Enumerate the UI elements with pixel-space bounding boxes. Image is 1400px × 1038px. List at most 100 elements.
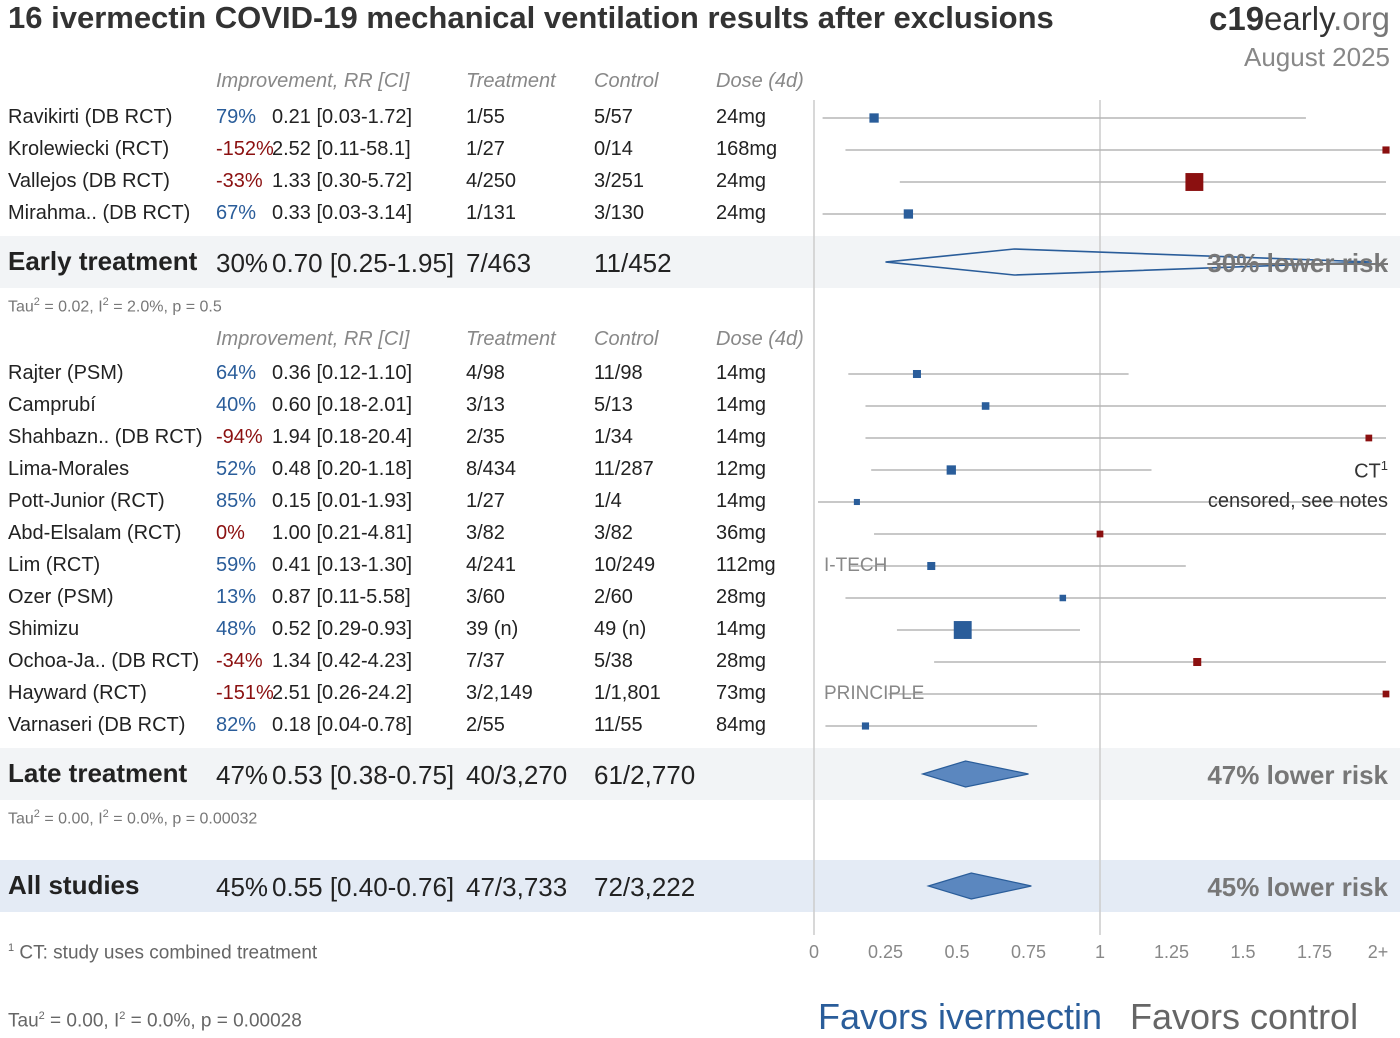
study-dose: 36mg: [716, 522, 767, 544]
x-tick-label: 0.25: [867, 942, 904, 962]
study-name: Lim (RCT): [8, 554, 101, 576]
x-tick-label: 1.5: [1230, 942, 1256, 962]
study-name: Lima-Morales: [8, 458, 130, 480]
study-treatment: 3/2,149: [466, 682, 533, 704]
study-rr: 0.60 [0.18-2.01]: [272, 394, 413, 416]
late-stats-sup-b: 2: [102, 808, 109, 820]
study-treatment: 39 (n): [466, 618, 519, 640]
study-control: 5/57: [594, 106, 633, 128]
study-improvement: 48%: [216, 618, 257, 640]
study-name: Mirahma.. (DB RCT): [8, 202, 191, 224]
x-tick-label: 0.5: [944, 942, 970, 962]
study-point: [1059, 594, 1067, 602]
header-dose-late: Dose (4d): [716, 328, 804, 350]
study-rr: 0.33 [0.03-3.14]: [272, 202, 413, 224]
early-stats-i: = 0.02, I: [39, 298, 103, 316]
study-control: 1/34: [594, 426, 633, 448]
study-point: [1096, 530, 1104, 538]
all-stats-tau: Tau: [8, 1010, 39, 1032]
study-name: Shahbazn.. (DB RCT): [8, 426, 203, 448]
study-point: [981, 402, 990, 410]
study-improvement: 79%: [216, 106, 257, 128]
header-improvement-late: Improvement, RR [CI]: [216, 328, 410, 350]
study-treatment: 2/55: [466, 714, 505, 736]
study-dose: 14mg: [716, 394, 767, 416]
early-summary-control: 11/452: [594, 248, 672, 278]
study-rr: 1.34 [0.42-4.23]: [272, 650, 413, 672]
study-rr: 1.94 [0.18-20.4]: [272, 426, 413, 448]
study-control: 3/251: [594, 170, 645, 192]
study-improvement: 0%: [216, 522, 245, 544]
study-improvement: -94%: [216, 426, 263, 448]
study-improvement: -151%: [216, 682, 274, 704]
study-rr: 1.33 [0.30-5.72]: [272, 170, 413, 192]
study-rr: 0.87 [0.11-5.58]: [272, 586, 411, 608]
summary-diamond: [920, 760, 1029, 788]
study-rr: 0.18 [0.04-0.78]: [272, 714, 413, 736]
study-treatment: 3/60: [466, 586, 505, 608]
all-summary-risk: 45% lower risk: [1207, 872, 1388, 902]
study-improvement: 13%: [216, 586, 257, 608]
study-rr: 2.51 [0.26-24.2]: [272, 682, 413, 704]
study-control: 1/4: [594, 490, 622, 512]
study-point: [1365, 434, 1373, 442]
study-control: 5/38: [594, 650, 633, 672]
chart-title: 16 ivermectin COVID-19 mechanical ventil…: [8, 0, 1054, 35]
study-improvement: 40%: [216, 394, 257, 416]
study-name: Varnaseri (DB RCT): [8, 714, 186, 736]
header-treatment-late: Treatment: [466, 328, 556, 350]
study-rr: 0.36 [0.12-1.10]: [272, 362, 413, 384]
study-rr: 0.21 [0.03-1.72]: [272, 106, 413, 128]
study-name: Ozer (PSM): [8, 586, 114, 608]
study-treatment: 7/37: [466, 650, 505, 672]
principle-label: PRINCIPLE: [824, 683, 925, 704]
study-rr: 0.48 [0.20-1.18]: [272, 458, 413, 480]
study-control: 49 (n): [594, 618, 647, 640]
study-name: Hayward (RCT): [8, 682, 147, 704]
late-summary-rr: 0.53 [0.38-0.75]: [272, 760, 455, 790]
early-stats-tau: Tau: [8, 298, 34, 316]
study-improvement: -152%: [216, 138, 274, 160]
study-point: [1382, 690, 1390, 698]
all-stats-i: = 0.00, I: [44, 1010, 120, 1032]
study-rr: 0.15 [0.01-1.93]: [272, 490, 413, 512]
study-dose: 14mg: [716, 618, 767, 640]
late-stats: Tau2 = 0.00, I2 = 0.0%, p = 0.00032: [8, 808, 257, 828]
study-control: 5/13: [594, 394, 633, 416]
study-dose: 14mg: [716, 490, 767, 512]
study-rr: 0.41 [0.13-1.30]: [272, 554, 413, 576]
study-treatment: 1/131: [466, 202, 517, 224]
study-dose: 112mg: [716, 554, 776, 576]
early-summary-treatment: 7/463: [466, 248, 532, 278]
study-point: [853, 498, 860, 506]
study-name: Ravikirti (DB RCT): [8, 106, 173, 128]
study-point: [912, 369, 921, 379]
study-treatment: 4/98: [466, 362, 505, 384]
study-name: Rajter (PSM): [8, 362, 124, 384]
late-stats-i: = 0.00, I: [39, 810, 103, 828]
study-improvement: 85%: [216, 490, 257, 512]
header-control-late: Control: [594, 328, 659, 350]
early-stats-p: = 2.0%, p = 0.5: [108, 298, 222, 316]
x-tick-label: 2+: [1367, 942, 1389, 962]
study-point: [1185, 173, 1204, 191]
study-name: Vallejos (DB RCT): [8, 170, 170, 192]
early-summary-improvement: 30%: [216, 248, 269, 278]
study-dose: 14mg: [716, 362, 767, 384]
late-summary-risk: 47% lower risk: [1207, 760, 1388, 790]
early-summary-band: [0, 236, 1400, 288]
study-improvement: 82%: [216, 714, 257, 736]
study-point: [953, 621, 972, 639]
brand-logo[interactable]: c19early.org: [1209, 0, 1390, 38]
study-control: 3/130: [594, 202, 645, 224]
all-stats: Tau2 = 0.00, I2 = 0.0%, p = 0.00028: [8, 1010, 302, 1032]
ct-sup: 1: [1380, 458, 1388, 473]
study-point: [946, 465, 956, 475]
favors-ivermectin-label: Favors ivermectin: [818, 996, 1103, 1037]
study-treatment: 1/27: [466, 138, 505, 160]
all-summary-treatment: 47/3,733: [466, 872, 568, 902]
study-dose: 73mg: [716, 682, 767, 704]
header-control: Control: [594, 70, 659, 92]
study-treatment: 8/434: [466, 458, 517, 480]
